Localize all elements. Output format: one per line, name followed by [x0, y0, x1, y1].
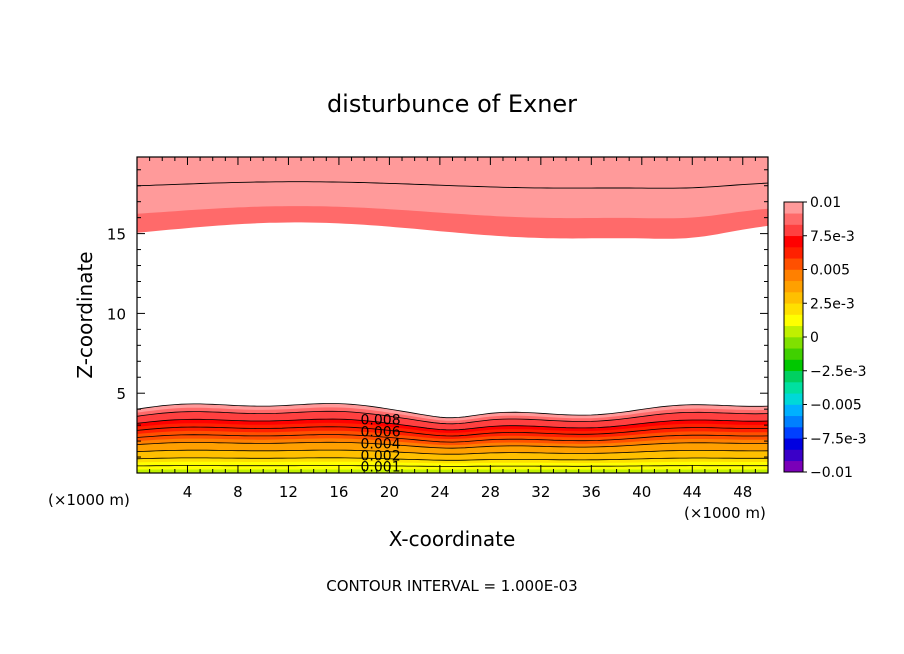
y-tick-label: 15 — [107, 226, 126, 244]
colorbar-tick-label: 7.5e-3 — [810, 229, 855, 245]
colorbar-segment — [784, 359, 803, 372]
colorbar-tick-label: 2.5e-3 — [810, 296, 855, 312]
colorbar-segment — [784, 258, 803, 270]
x-unit-left: (×1000 m) — [48, 491, 130, 509]
colorbar-tick-label: 0.01 — [810, 195, 841, 211]
x-tick-label: 20 — [380, 483, 399, 501]
x-axis-label: X-coordinate — [389, 527, 516, 551]
colorbar-segment — [784, 235, 803, 248]
colorbar-segment — [784, 449, 803, 462]
x-tick-label: 8 — [233, 483, 243, 501]
contour-line — [136, 410, 769, 425]
contour-label: 0.008 — [361, 413, 401, 429]
colorbar-segment — [784, 247, 803, 259]
x-unit-right: (×1000 m) — [684, 504, 766, 522]
contour-line — [136, 418, 769, 431]
contour-label: 0.001 — [361, 460, 401, 476]
colorbar-tick-label: 0.005 — [810, 263, 850, 279]
contour-line — [136, 403, 769, 419]
colorbar-tick-label: −0.01 — [810, 465, 853, 481]
colorbar-segment — [784, 460, 803, 473]
contour-line — [136, 441, 768, 449]
x-tick-label: 44 — [683, 483, 702, 501]
contour-line — [137, 465, 768, 467]
colorbar-tick-label: −0.005 — [810, 398, 862, 414]
x-tick-label: 32 — [531, 483, 550, 501]
contour-line — [136, 434, 769, 443]
y-tick-label: 5 — [116, 385, 126, 403]
colorbar-segment — [784, 314, 803, 327]
colorbar-tick-label: −7.5e-3 — [810, 431, 867, 447]
colorbar-tick-label: 0 — [810, 330, 819, 346]
colorbar-tick-label: −2.5e-3 — [810, 364, 867, 380]
colorbar-segment — [784, 438, 803, 450]
contour-label: 0.002 — [361, 448, 401, 464]
x-axis-ticks: 4 8 12 16 20 24 28 32 36 40 44 48 — [149, 157, 756, 501]
colorbar-segment — [784, 303, 803, 315]
colorbar: 0.01 7.5e-3 0.005 2.5e-3 0 −2.5e-3 −0.005 −7.5e… — [783, 195, 867, 481]
contour-label: 0.006 — [361, 425, 401, 441]
colorbar-segment — [784, 213, 803, 225]
contour-line — [136, 426, 769, 437]
x-tick-label: 36 — [582, 483, 601, 501]
colorbar-segment — [784, 292, 803, 304]
y-tick-label: 10 — [107, 305, 126, 323]
contour-interval-note: CONTOUR INTERVAL = 1.000E-03 — [326, 577, 577, 595]
x-tick-label: 40 — [632, 483, 651, 501]
colorbar-segment — [784, 427, 803, 439]
x-tick-label: 48 — [733, 483, 752, 501]
contour-label: 0.004 — [361, 436, 401, 452]
chart-title: disturbunce of Exner — [327, 90, 577, 118]
colorbar-segment — [784, 370, 803, 383]
colorbar-segment — [784, 415, 803, 428]
colorbar-segment — [784, 382, 803, 394]
contour-line — [136, 181, 769, 189]
y-axis-label: Z-coordinate — [73, 251, 97, 378]
x-tick-label: 28 — [481, 483, 500, 501]
colorbar-segment — [784, 224, 803, 237]
colorbar-segment — [784, 269, 803, 282]
y-axis-ticks: 5 10 15 — [107, 169, 768, 458]
colorbar-segment — [784, 348, 803, 360]
x-tick-label: 24 — [430, 483, 449, 501]
x-tick-label: 12 — [279, 483, 298, 501]
contour-line — [136, 457, 768, 461]
x-tick-label: 16 — [329, 483, 348, 501]
contour-fill-high — [137, 157, 768, 178]
colorbar-segment — [784, 280, 803, 293]
x-tick-label: 4 — [183, 483, 193, 501]
colorbar-segment — [784, 337, 803, 349]
colorbar-segment — [784, 325, 803, 338]
colorbar-segment — [784, 202, 803, 214]
colorbar-segment — [784, 404, 803, 417]
contour-line — [136, 449, 769, 455]
colorbar-segment — [784, 393, 803, 405]
